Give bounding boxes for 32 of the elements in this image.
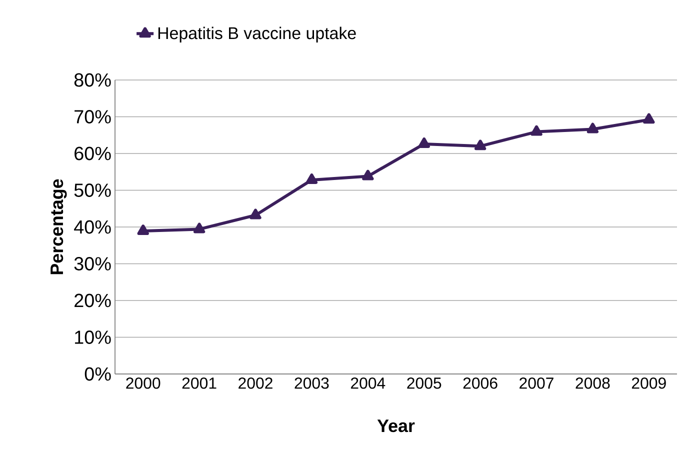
y-tick-label: 20% [74,294,111,308]
point [137,224,149,236]
point [586,122,599,134]
x-tick-label: 2008 [576,378,610,389]
x-tick-label: 2003 [294,378,329,389]
x-tick-label: 2001 [182,378,216,389]
legend-label: Hepatitis B vaccine uptake [158,26,356,43]
y-tick-label: 40% [74,220,111,234]
point [418,137,430,148]
x-axis-title: Year [377,420,415,432]
point [643,113,655,124]
point [193,222,206,234]
point [474,140,486,150]
x-tick-label: 2000 [126,378,160,389]
x-tick-label: 2004 [350,378,386,389]
x-tick-label: 2007 [520,378,554,389]
y-tick-label: 30% [74,257,111,270]
y-tick-label: 80% [74,73,111,87]
y-tick-label: 50% [74,184,111,197]
y-tick-label: 10% [75,330,111,344]
y-tick-label: 70% [74,110,111,124]
point [362,170,374,180]
x-tick-label: 2009 [632,378,666,389]
point [250,208,262,220]
y-tick-label: 60% [74,146,111,160]
x-tick-label: 2002 [238,378,272,389]
point [530,125,542,136]
y-axis-title: Percentage [50,179,67,274]
x-tick-label: 2005 [407,378,442,389]
point [306,173,318,184]
y-tick-label: 0% [84,367,111,381]
x-tick-label: 2006 [463,378,498,389]
